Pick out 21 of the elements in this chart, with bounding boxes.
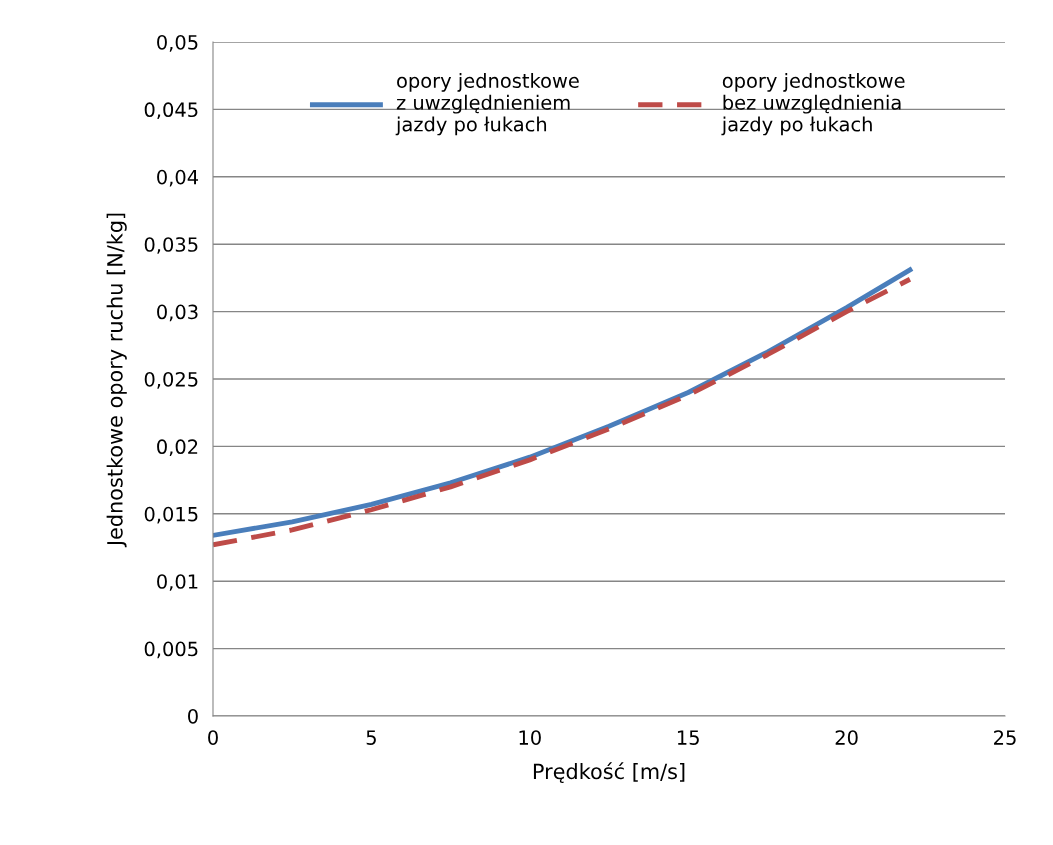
x-tick-label: 15 bbox=[677, 730, 699, 745]
x-tick-label: 25 bbox=[994, 730, 1016, 745]
y-tick-label: 0,025 bbox=[144, 371, 198, 389]
x-axis-title: Prędkość [m/s] bbox=[533, 762, 685, 783]
y-tick-label: 0,015 bbox=[144, 506, 198, 524]
y-tick-label: 0,01 bbox=[157, 574, 198, 591]
y-axis-title: Jednostkowe opory ruchu [N/kg] bbox=[106, 213, 127, 548]
y-tick-label: 0,04 bbox=[157, 169, 199, 187]
y-tick-label: 0,03 bbox=[157, 304, 198, 322]
legend-label: opory jednostkowe z uwzględnieniem jazdy po łukach bbox=[395, 72, 579, 136]
y-tick-label: 0,035 bbox=[144, 237, 198, 254]
y-tick-label: 0 bbox=[188, 708, 198, 724]
y-tick-label: 0,02 bbox=[157, 439, 198, 457]
y-tick-label: 0,05 bbox=[157, 34, 198, 52]
y-tick-label: 0,045 bbox=[144, 102, 198, 120]
y-tick-label: 0,005 bbox=[144, 641, 198, 659]
x-tick-label: 10 bbox=[519, 730, 541, 745]
x-tick-label: 5 bbox=[366, 730, 376, 745]
x-tick-label: 0 bbox=[208, 730, 218, 745]
x-tick-label: 20 bbox=[835, 730, 858, 745]
legend-label: opory jednostkowe bez uwzględnienia jazdy po łukach bbox=[721, 72, 905, 136]
